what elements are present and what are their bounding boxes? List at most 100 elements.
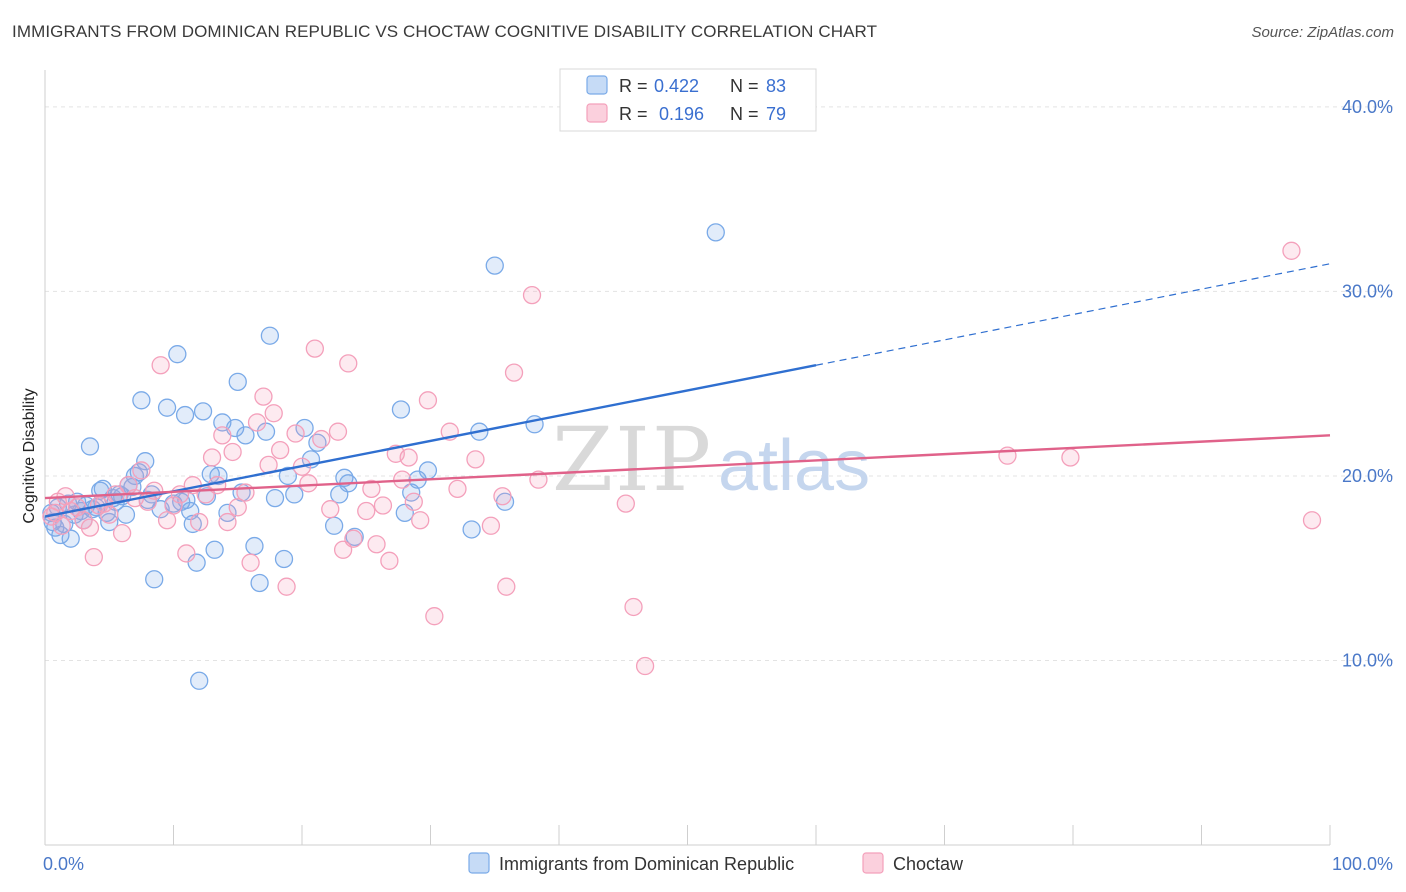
point-choctaw bbox=[177, 544, 196, 563]
legend-n-label-2: N = bbox=[730, 104, 759, 124]
bottom-legend-swatch-pink bbox=[862, 852, 884, 874]
point-choctaw bbox=[425, 607, 444, 626]
trend-line-choctaw bbox=[44, 434, 1331, 500]
point-dominican bbox=[168, 345, 187, 364]
point-choctaw bbox=[286, 424, 305, 443]
point-choctaw bbox=[418, 391, 438, 410]
point-choctaw bbox=[223, 442, 242, 462]
point-dominican bbox=[175, 405, 195, 425]
point-dominican bbox=[209, 466, 228, 486]
point-choctaw bbox=[218, 512, 237, 532]
point-choctaw bbox=[228, 498, 247, 517]
grid-lines bbox=[45, 106, 1393, 661]
point-choctaw bbox=[1282, 241, 1301, 260]
point-dominican bbox=[462, 520, 481, 539]
point-choctaw bbox=[344, 529, 363, 548]
watermark-atlas: atlas bbox=[718, 426, 870, 506]
point-dominican bbox=[80, 437, 100, 456]
point-choctaw bbox=[1061, 448, 1080, 467]
point-choctaw bbox=[254, 387, 273, 406]
point-choctaw bbox=[373, 496, 393, 515]
bottom-legend-label-pink: Choctaw bbox=[893, 854, 964, 874]
point-choctaw bbox=[241, 553, 260, 572]
point-dominican bbox=[116, 505, 136, 524]
point-dominican bbox=[250, 573, 269, 593]
point-dominican bbox=[190, 671, 209, 690]
point-dominican bbox=[183, 514, 202, 534]
point-dominican bbox=[136, 452, 155, 471]
point-choctaw bbox=[74, 511, 93, 530]
point-choctaw bbox=[624, 597, 643, 617]
point-choctaw bbox=[616, 494, 635, 513]
point-choctaw bbox=[466, 450, 485, 469]
point-choctaw bbox=[367, 535, 386, 554]
point-dominican bbox=[295, 418, 314, 438]
point-dominican bbox=[228, 372, 247, 391]
point-choctaw bbox=[247, 413, 267, 432]
point-dominican bbox=[418, 461, 438, 480]
legend-swatch-blue bbox=[586, 75, 608, 95]
x-tick-label-min: 0.0% bbox=[43, 854, 84, 874]
point-dominican bbox=[157, 398, 177, 417]
point-choctaw bbox=[481, 516, 501, 535]
point-dominican bbox=[274, 549, 294, 569]
point-dominican bbox=[236, 426, 255, 445]
point-choctaw bbox=[52, 516, 71, 535]
point-dominican bbox=[100, 512, 119, 532]
point-dominican bbox=[51, 525, 70, 545]
point-dominican bbox=[145, 570, 164, 589]
point-dominican bbox=[61, 529, 80, 548]
legend-n-label-1: N = bbox=[730, 76, 759, 96]
point-choctaw bbox=[339, 354, 358, 373]
point-dominican bbox=[391, 400, 411, 419]
point-choctaw bbox=[112, 524, 132, 543]
y-tick-labels: 10.0% 20.0% 30.0% 40.0% bbox=[1342, 97, 1393, 671]
x-tick-label-max: 100.0% bbox=[1332, 854, 1393, 874]
point-choctaw bbox=[213, 426, 232, 445]
point-dominican bbox=[205, 540, 224, 559]
x-tick-labels: 0.0% 100.0% bbox=[43, 854, 1393, 874]
legend-n-value-2: 79 bbox=[766, 104, 786, 124]
bottom-legend-label-blue: Immigrants from Dominican Republic bbox=[499, 854, 794, 874]
legend-r-label-1: R = bbox=[619, 76, 648, 96]
point-choctaw bbox=[321, 500, 340, 519]
point-choctaw bbox=[305, 339, 325, 358]
point-choctaw bbox=[328, 422, 348, 441]
point-choctaw bbox=[264, 404, 283, 423]
y-axis-label: Cognitive Disability bbox=[21, 388, 38, 523]
legend-swatch-pink bbox=[586, 103, 608, 123]
legend-r-value-2: 0.196 bbox=[659, 104, 704, 124]
point-choctaw bbox=[299, 474, 318, 493]
point-choctaw bbox=[497, 577, 516, 596]
point-choctaw bbox=[100, 505, 119, 524]
point-dominican bbox=[187, 553, 206, 572]
point-choctaw bbox=[493, 487, 512, 506]
point-choctaw bbox=[236, 483, 255, 502]
point-choctaw bbox=[151, 356, 170, 375]
legend-bottom: Immigrants from Dominican Republic Choct… bbox=[468, 852, 964, 874]
y-tick-label: 20.0% bbox=[1342, 466, 1393, 486]
point-dominican bbox=[260, 326, 280, 345]
y-tick-label: 10.0% bbox=[1342, 650, 1393, 670]
y-tick-label: 40.0% bbox=[1342, 97, 1393, 117]
point-choctaw bbox=[202, 448, 222, 467]
point-choctaw bbox=[277, 577, 296, 596]
point-dominican bbox=[245, 536, 264, 556]
legend-r-value-1: 0.422 bbox=[654, 76, 699, 96]
point-choctaw bbox=[399, 448, 418, 467]
point-choctaw bbox=[190, 512, 209, 532]
legend-r-label-2: R = bbox=[619, 104, 648, 124]
legend-n-value-1: 83 bbox=[766, 76, 786, 96]
legend-top: R = 0.422 N = 83 R = 0.196 N = 79 bbox=[559, 68, 817, 132]
point-choctaw bbox=[357, 501, 376, 521]
point-dominican bbox=[218, 503, 237, 523]
y-tick-label: 30.0% bbox=[1342, 281, 1393, 301]
point-dominican bbox=[285, 485, 304, 504]
watermark-zip: ZIP bbox=[552, 408, 713, 511]
bottom-legend-swatch-blue bbox=[468, 852, 490, 874]
point-dominican bbox=[132, 391, 151, 410]
trend-lines bbox=[44, 263, 1331, 518]
point-choctaw bbox=[80, 518, 100, 537]
point-choctaw bbox=[635, 656, 655, 676]
